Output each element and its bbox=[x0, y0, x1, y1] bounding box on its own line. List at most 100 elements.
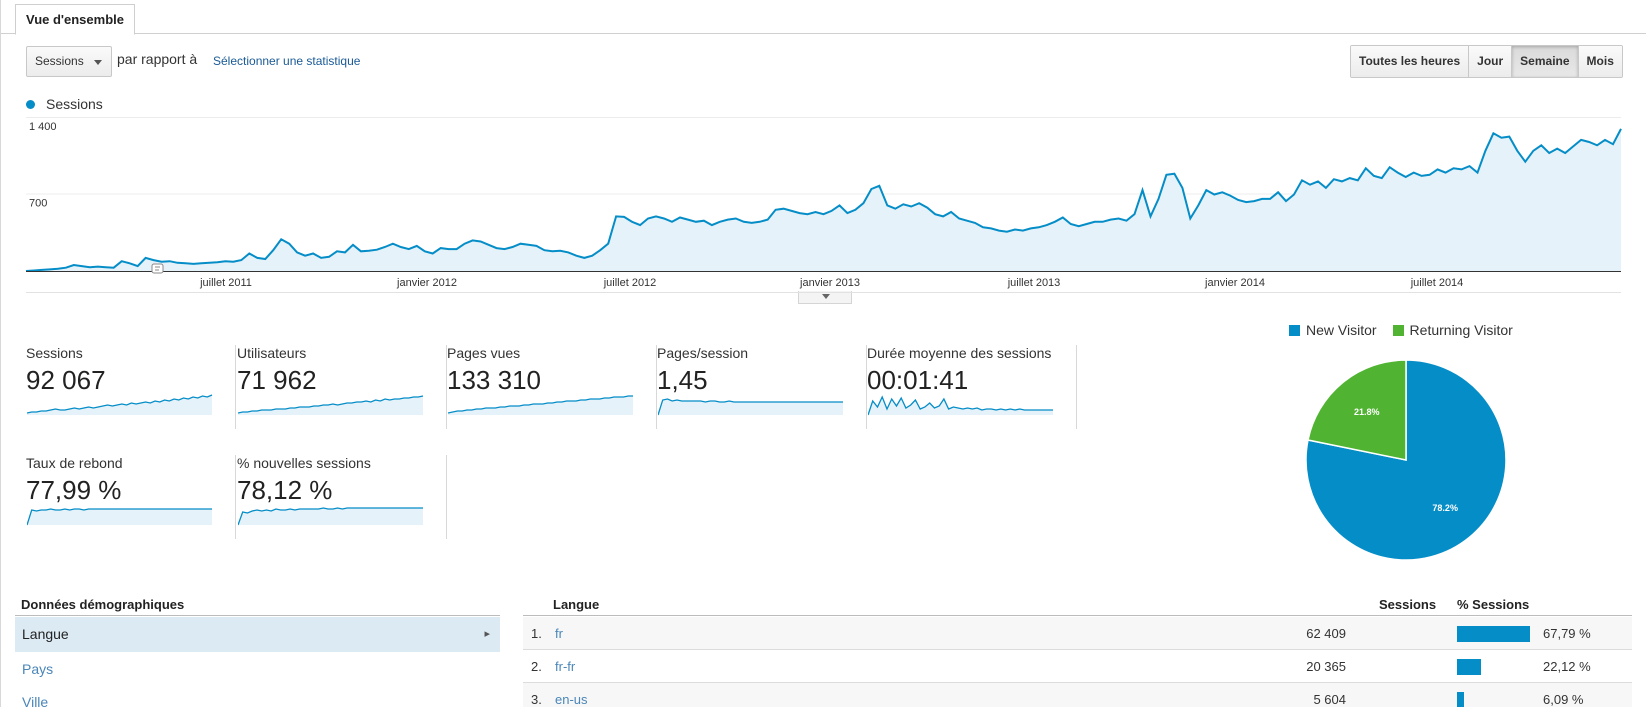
scorecard[interactable]: Durée moyenne des sessions 00:01:41 bbox=[867, 345, 1077, 429]
x-tick-label: janvier 2014 bbox=[1204, 277, 1265, 289]
language-link[interactable]: fr-fr bbox=[555, 659, 576, 674]
scorecard-value: 77,99 % bbox=[26, 475, 122, 505]
range-button-group: Toutes les heures Jour Semaine Mois bbox=[1350, 45, 1623, 78]
scorecard-sparkline bbox=[27, 508, 212, 526]
scorecard-label: Taux de rebond bbox=[26, 455, 123, 471]
select-stat-link[interactable]: Sélectionner une statistique bbox=[213, 54, 361, 68]
pie-slice bbox=[1307, 359, 1407, 461]
range-day-button[interactable]: Jour bbox=[1469, 46, 1513, 77]
scorecard-label: Sessions bbox=[26, 345, 83, 361]
row-index: 1. bbox=[531, 626, 542, 641]
tab-bar: Vue d'ensemble bbox=[1, 0, 1646, 35]
scorecard-sparkline bbox=[238, 395, 424, 415]
x-tick-label: juillet 2012 bbox=[603, 277, 657, 289]
sparkline-area bbox=[27, 509, 212, 525]
scorecard-value: 00:01:41 bbox=[867, 365, 969, 395]
chevron-right-icon: ▸ bbox=[484, 628, 490, 640]
range-hourly-button[interactable]: Toutes les heures bbox=[1351, 46, 1470, 77]
compare-label: par rapport à bbox=[117, 51, 198, 67]
percent-bar bbox=[1457, 659, 1481, 675]
scorecard-sparkline bbox=[238, 507, 423, 526]
sparkline-area bbox=[448, 396, 633, 415]
language-link[interactable]: en-us bbox=[555, 692, 588, 707]
visitor-type-pie-chart[interactable]: 78.2% 21.8% bbox=[1301, 355, 1511, 565]
sessions-area bbox=[26, 128, 1621, 271]
scorecard[interactable]: Sessions 92 067 bbox=[26, 345, 236, 429]
legend-series-label: Sessions bbox=[46, 96, 103, 112]
pie-slice-label: 21.8% bbox=[1354, 407, 1380, 417]
metric-select[interactable]: Sessions bbox=[26, 46, 112, 77]
scorecard-value: 92 067 bbox=[26, 365, 106, 395]
percent-bar bbox=[1457, 692, 1464, 707]
row-sessions: 20 365 bbox=[1306, 659, 1346, 674]
sparkline-line bbox=[868, 395, 1053, 416]
demographics-item-country[interactable]: Pays bbox=[15, 652, 500, 687]
legend-label: Returning Visitor bbox=[1409, 322, 1513, 338]
scorecard[interactable]: Pages vues 133 310 bbox=[447, 345, 657, 429]
x-tick-label: juillet 2013 bbox=[1007, 277, 1061, 289]
table-row[interactable]: 1. fr 62 409 67,79 % bbox=[523, 617, 1632, 650]
row-index: 3. bbox=[531, 692, 542, 707]
scorecard-label: Utilisateurs bbox=[237, 345, 307, 361]
sparkline-line bbox=[27, 394, 213, 414]
range-month-button[interactable]: Mois bbox=[1578, 46, 1622, 77]
column-header-language[interactable]: Langue bbox=[553, 597, 600, 612]
scorecard[interactable]: % nouvelles sessions 78,12 % bbox=[237, 455, 447, 539]
sparkline-area bbox=[238, 508, 423, 525]
language-link[interactable]: fr bbox=[555, 626, 563, 641]
scorecard-sparkline bbox=[27, 394, 213, 415]
scorecard-sparkline bbox=[868, 395, 1053, 416]
legend-swatch bbox=[1392, 324, 1404, 336]
scorecard-label: % nouvelles sessions bbox=[237, 455, 371, 471]
sessions-line bbox=[25, 128, 1622, 272]
scorecard[interactable]: Taux de rebond 77,99 % bbox=[26, 455, 236, 539]
scorecard-value: 71 962 bbox=[237, 365, 317, 395]
row-sessions: 5 604 bbox=[1313, 692, 1346, 707]
scorecard[interactable]: Pages/session 1,45 bbox=[657, 345, 867, 429]
scorecard-value: 133 310 bbox=[447, 365, 541, 395]
column-header-percent-sessions[interactable]: % Sessions bbox=[1457, 597, 1530, 612]
demographics-item-label: Langue bbox=[22, 626, 69, 642]
demographics-item-language[interactable]: Langue ▸ bbox=[15, 617, 500, 652]
row-percent: 22,12 % bbox=[1543, 659, 1591, 674]
scorecard-label: Durée moyenne des sessions bbox=[867, 345, 1052, 361]
sparkline-line bbox=[27, 508, 212, 526]
legend-returning-visitor[interactable]: Returning Visitor bbox=[1392, 322, 1513, 338]
series-dot-icon bbox=[26, 99, 35, 109]
sparkline-line bbox=[448, 395, 633, 414]
annotation-marker-icon bbox=[151, 263, 164, 274]
row-index: 2. bbox=[531, 659, 542, 674]
table-row[interactable]: 2. fr-fr 20 365 22,12 % bbox=[523, 650, 1632, 683]
scorecard-value: 1,45 bbox=[657, 365, 708, 395]
x-tick-label: janvier 2013 bbox=[799, 277, 860, 289]
sessions-area-chart[interactable]: 1 400 700 juillet 2011 janvier 2012 juillet… bbox=[1, 110, 1646, 290]
y-tick-label: 700 bbox=[29, 198, 47, 210]
scorecard-label: Pages vues bbox=[447, 345, 521, 361]
demographics-item-label: Ville bbox=[22, 694, 49, 707]
divider bbox=[523, 615, 1632, 616]
sparkline-line bbox=[238, 507, 423, 526]
scorecard-sparkline bbox=[448, 395, 633, 415]
legend-new-visitor[interactable]: New Visitor bbox=[1289, 322, 1377, 338]
sparkline-line bbox=[658, 398, 843, 416]
scorecard-sparkline bbox=[658, 398, 843, 416]
tab-overview[interactable]: Vue d'ensemble bbox=[15, 4, 135, 35]
x-tick-label: janvier 2012 bbox=[396, 277, 457, 289]
demographics-item-label: Pays bbox=[22, 661, 54, 677]
scorecard[interactable]: Utilisateurs 71 962 bbox=[237, 345, 447, 429]
range-week-button[interactable]: Semaine bbox=[1512, 46, 1579, 77]
pie-slice-label: 78.2% bbox=[1432, 503, 1458, 513]
chevron-down-icon bbox=[822, 294, 830, 299]
x-tick-label: juillet 2011 bbox=[199, 277, 252, 289]
divider bbox=[15, 615, 500, 616]
divider bbox=[26, 292, 1621, 293]
scorecard-label: Pages/session bbox=[657, 345, 749, 361]
table-row[interactable]: 3. en-us 5 604 6,09 % bbox=[523, 683, 1632, 707]
sparkline-area bbox=[658, 399, 843, 415]
chart-collapse-handle[interactable] bbox=[798, 291, 852, 304]
y-tick-label: 1 400 bbox=[29, 121, 57, 133]
sparkline-line bbox=[238, 395, 424, 414]
column-header-sessions[interactable]: Sessions bbox=[1379, 597, 1437, 612]
chart-legend[interactable]: Sessions bbox=[26, 96, 103, 112]
demographics-item-city[interactable]: Ville bbox=[15, 685, 500, 707]
